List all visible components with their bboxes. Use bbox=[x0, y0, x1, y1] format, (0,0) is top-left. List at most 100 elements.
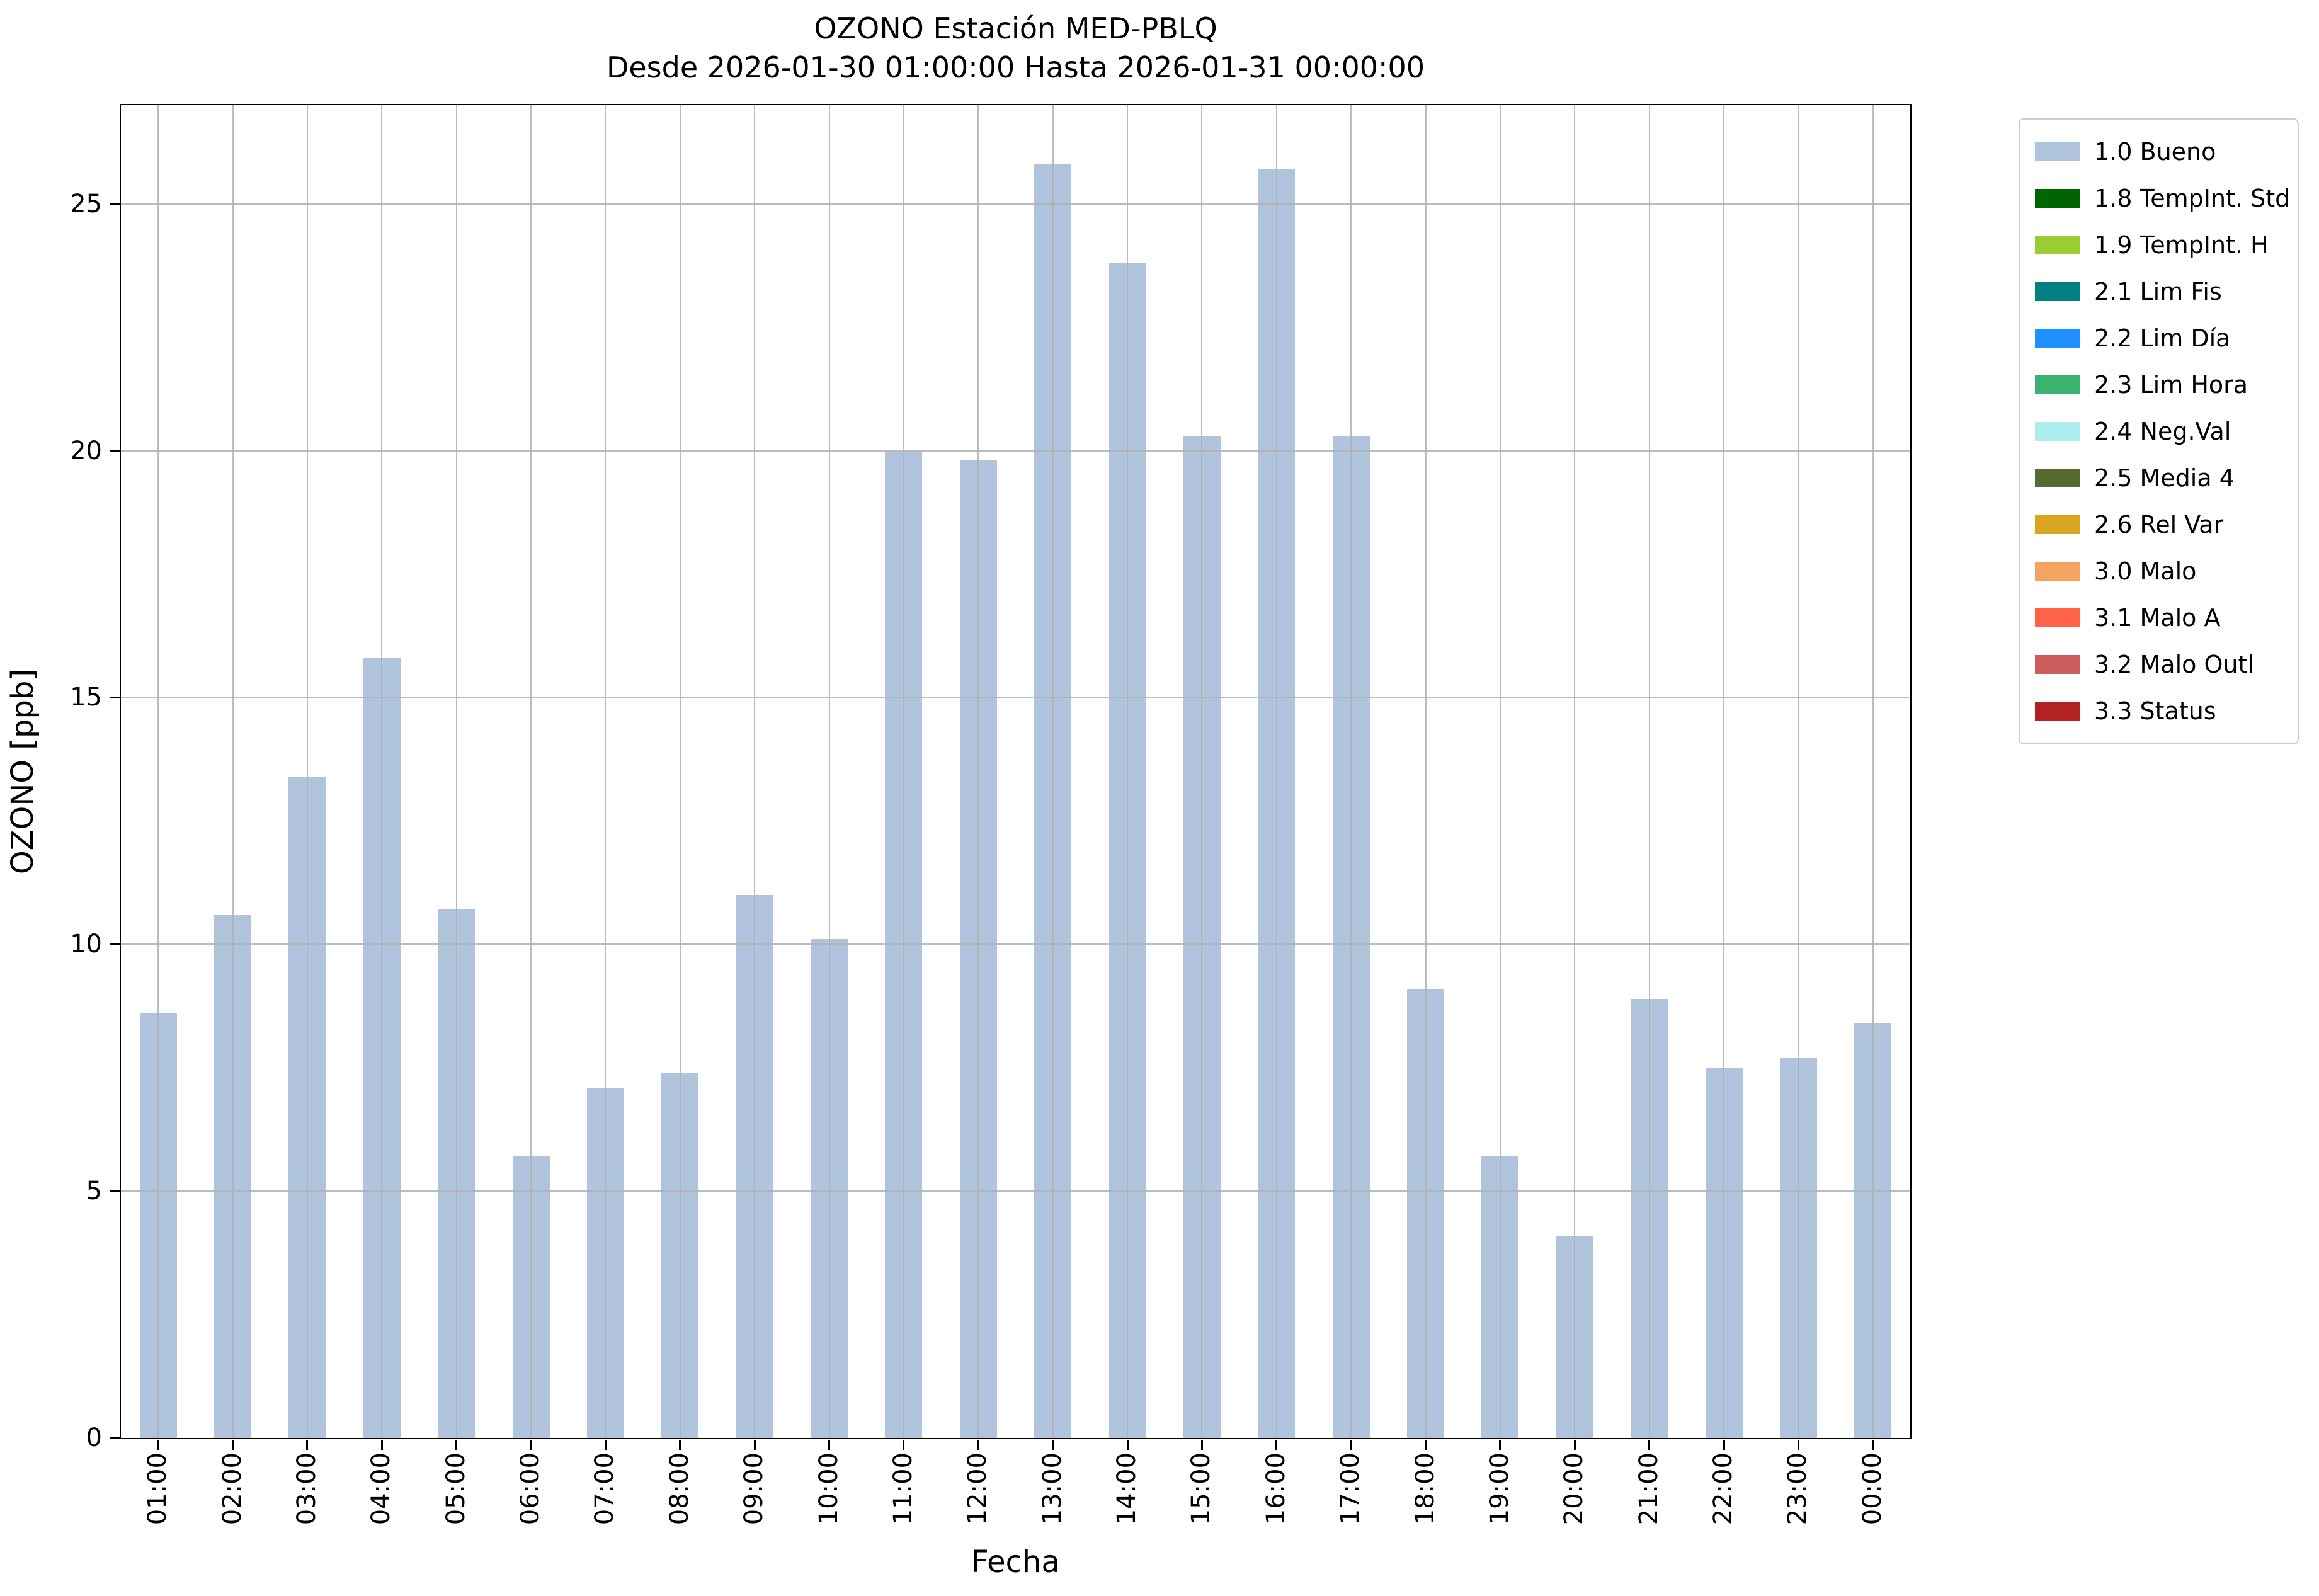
x-tick-label: 08:00 bbox=[664, 1452, 694, 1525]
x-tick-label: 22:00 bbox=[1709, 1452, 1738, 1525]
y-tick-mark bbox=[110, 450, 120, 452]
y-axis-label-wrap: OZONO [ppb] bbox=[4, 104, 42, 1439]
x-tick-label: 15:00 bbox=[1187, 1452, 1216, 1525]
v-gridline bbox=[530, 105, 532, 1438]
y-tick-label: 0 bbox=[86, 1423, 102, 1452]
v-gridline bbox=[1201, 105, 1203, 1438]
legend-item: 2.2 Lim Día bbox=[2020, 315, 2298, 362]
v-gridline bbox=[605, 105, 607, 1438]
h-gridline bbox=[121, 943, 1910, 945]
y-tick-mark bbox=[110, 696, 120, 698]
chart-subtitle: Desde 2026-01-30 01:00:00 Hasta 2026-01-… bbox=[606, 50, 1425, 84]
v-gridline bbox=[1052, 105, 1054, 1438]
x-tick-mark bbox=[232, 1440, 234, 1450]
legend-label: 2.1 Lim Fis bbox=[2094, 278, 2222, 305]
legend-label: 3.1 Malo A bbox=[2094, 604, 2221, 632]
legend-label: 1.8 TempInt. Std bbox=[2094, 185, 2291, 212]
x-tick-mark bbox=[1200, 1440, 1203, 1450]
x-tick-mark bbox=[1648, 1440, 1651, 1450]
v-gridline bbox=[1425, 105, 1427, 1438]
legend-item: 1.9 TempInt. H bbox=[2020, 222, 2298, 268]
legend-item: 1.0 Bueno bbox=[2020, 128, 2298, 175]
legend-swatch bbox=[2035, 608, 2080, 627]
legend-item: 3.2 Malo Outl bbox=[2020, 641, 2298, 688]
chart-title: OZONO Estación MED-PBLQ bbox=[814, 11, 1217, 45]
v-gridline bbox=[1648, 105, 1650, 1438]
x-tick-label: 18:00 bbox=[1410, 1452, 1440, 1525]
v-gridline bbox=[1127, 105, 1129, 1438]
legend-swatch bbox=[2035, 422, 2080, 441]
legend-swatch bbox=[2035, 142, 2080, 161]
legend-swatch bbox=[2035, 562, 2080, 581]
x-tick-label: 06:00 bbox=[516, 1452, 545, 1525]
x-tick-label: 05:00 bbox=[441, 1452, 470, 1525]
x-tick-mark bbox=[157, 1440, 159, 1450]
legend-item: 3.0 Malo bbox=[2020, 548, 2298, 595]
legend-swatch bbox=[2035, 329, 2080, 348]
x-tick-mark bbox=[1052, 1440, 1054, 1450]
x-tick-mark bbox=[1275, 1440, 1278, 1450]
x-tick-label: 11:00 bbox=[888, 1452, 918, 1525]
v-gridline bbox=[1798, 105, 1799, 1438]
v-gridline bbox=[1574, 105, 1576, 1438]
y-tick-label: 5 bbox=[86, 1177, 102, 1206]
v-gridline bbox=[306, 105, 308, 1438]
legend-item: 3.1 Malo A bbox=[2020, 595, 2298, 641]
legend-swatch bbox=[2035, 236, 2080, 254]
x-tick-label: 19:00 bbox=[1484, 1452, 1514, 1525]
v-gridline bbox=[455, 105, 457, 1438]
y-tick-label: 15 bbox=[70, 683, 102, 712]
legend-label: 2.5 Media 4 bbox=[2094, 464, 2235, 492]
v-gridline bbox=[679, 105, 681, 1438]
x-tick-mark bbox=[828, 1440, 831, 1450]
legend-label: 2.6 Rel Var bbox=[2094, 511, 2224, 539]
x-tick-label: 01:00 bbox=[143, 1452, 173, 1525]
v-gridline bbox=[977, 105, 979, 1438]
x-tick-label: 20:00 bbox=[1559, 1452, 1589, 1525]
legend-label: 3.2 Malo Outl bbox=[2094, 651, 2254, 678]
v-gridline bbox=[232, 105, 234, 1438]
x-tick-mark bbox=[1872, 1440, 1874, 1450]
x-tick-label: 14:00 bbox=[1112, 1452, 1142, 1525]
y-tick-mark bbox=[110, 203, 120, 205]
x-tick-label: 09:00 bbox=[739, 1452, 769, 1525]
x-tick-mark bbox=[1350, 1440, 1352, 1450]
legend-label: 2.3 Lim Hora bbox=[2094, 371, 2248, 399]
x-tick-label: 21:00 bbox=[1634, 1452, 1663, 1525]
y-tick-mark bbox=[110, 1437, 120, 1439]
y-tick-mark bbox=[110, 1190, 120, 1192]
legend-label: 2.4 Neg.Val bbox=[2094, 418, 2231, 445]
v-gridline bbox=[1872, 105, 1874, 1438]
legend-item: 3.3 Status bbox=[2020, 688, 2298, 734]
legend-label: 3.0 Malo bbox=[2094, 557, 2197, 585]
h-gridline bbox=[121, 1190, 1910, 1192]
title-block: OZONO Estación MED-PBLQ Desde 2026-01-30… bbox=[120, 9, 1912, 87]
x-tick-label: 12:00 bbox=[963, 1452, 993, 1525]
legend-label: 1.0 Bueno bbox=[2094, 138, 2216, 166]
legend-swatch bbox=[2035, 469, 2080, 487]
x-tick-mark bbox=[1797, 1440, 1799, 1450]
legend-item: 2.5 Media 4 bbox=[2020, 455, 2298, 501]
x-tick-mark bbox=[679, 1440, 681, 1450]
h-gridline bbox=[121, 203, 1910, 205]
x-tick-mark bbox=[753, 1440, 756, 1450]
x-tick-mark bbox=[530, 1440, 532, 1450]
x-tick-mark bbox=[455, 1440, 458, 1450]
h-gridline bbox=[121, 450, 1910, 452]
x-tick-mark bbox=[1126, 1440, 1129, 1450]
h-gridline bbox=[121, 697, 1910, 698]
x-tick-mark bbox=[1499, 1440, 1501, 1450]
y-tick-label: 25 bbox=[70, 189, 102, 219]
y-tick-label: 20 bbox=[70, 436, 102, 465]
v-gridline bbox=[1499, 105, 1501, 1438]
legend-label: 1.9 TempInt. H bbox=[2094, 231, 2269, 259]
x-tick-mark bbox=[604, 1440, 607, 1450]
x-tick-mark bbox=[977, 1440, 979, 1450]
x-tick-label: 16:00 bbox=[1261, 1452, 1291, 1525]
legend-swatch bbox=[2035, 702, 2080, 721]
v-gridline bbox=[903, 105, 904, 1438]
v-gridline bbox=[381, 105, 383, 1438]
legend-item: 2.1 Lim Fis bbox=[2020, 268, 2298, 315]
x-tick-mark bbox=[306, 1440, 309, 1450]
legend-item: 2.3 Lim Hora bbox=[2020, 362, 2298, 408]
